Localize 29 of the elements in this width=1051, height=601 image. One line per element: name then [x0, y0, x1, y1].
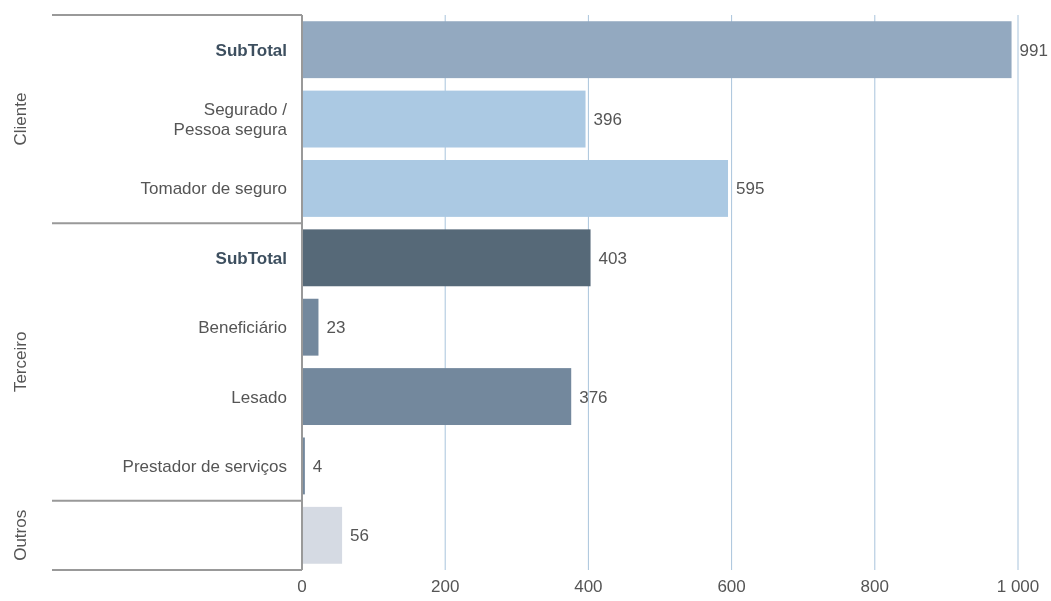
data-label: 396 — [593, 110, 622, 130]
text: Outros — [11, 509, 30, 561]
y-tick-label: Segurado / Pessoa segura — [173, 100, 288, 140]
y-tick-label: SubTotal — [215, 40, 287, 60]
x-tick-label: 600 — [717, 577, 746, 596]
y-tick-label: SubTotal — [215, 248, 287, 268]
x-tick-label: 0 — [297, 577, 307, 596]
text: Terceiro — [11, 331, 30, 393]
bar — [302, 229, 591, 287]
data-label: 23 — [326, 318, 346, 338]
data-label: 56 — [350, 526, 370, 546]
x-tick-label: 1 000 — [996, 577, 1040, 596]
x-tick-label: 400 — [574, 577, 603, 596]
data-label: 991 — [1019, 40, 1048, 60]
y-tick-label: Beneficiário — [198, 318, 287, 338]
bar — [302, 21, 1012, 79]
data-label: 376 — [579, 387, 608, 407]
bar — [302, 298, 319, 356]
bar — [302, 368, 572, 426]
bar — [302, 506, 343, 564]
data-label: 595 — [736, 179, 765, 199]
data-label: 403 — [598, 248, 627, 268]
text: Cliente — [11, 92, 30, 146]
y-tick-label: Tomador de seguro — [140, 179, 287, 199]
y-tick-label: Prestador de serviços — [122, 456, 287, 476]
x-tick-label: 200 — [431, 577, 460, 596]
y-tick-label: Lesado — [231, 387, 287, 407]
data-label: 4 — [312, 456, 323, 476]
x-tick-label: 800 — [860, 577, 889, 596]
